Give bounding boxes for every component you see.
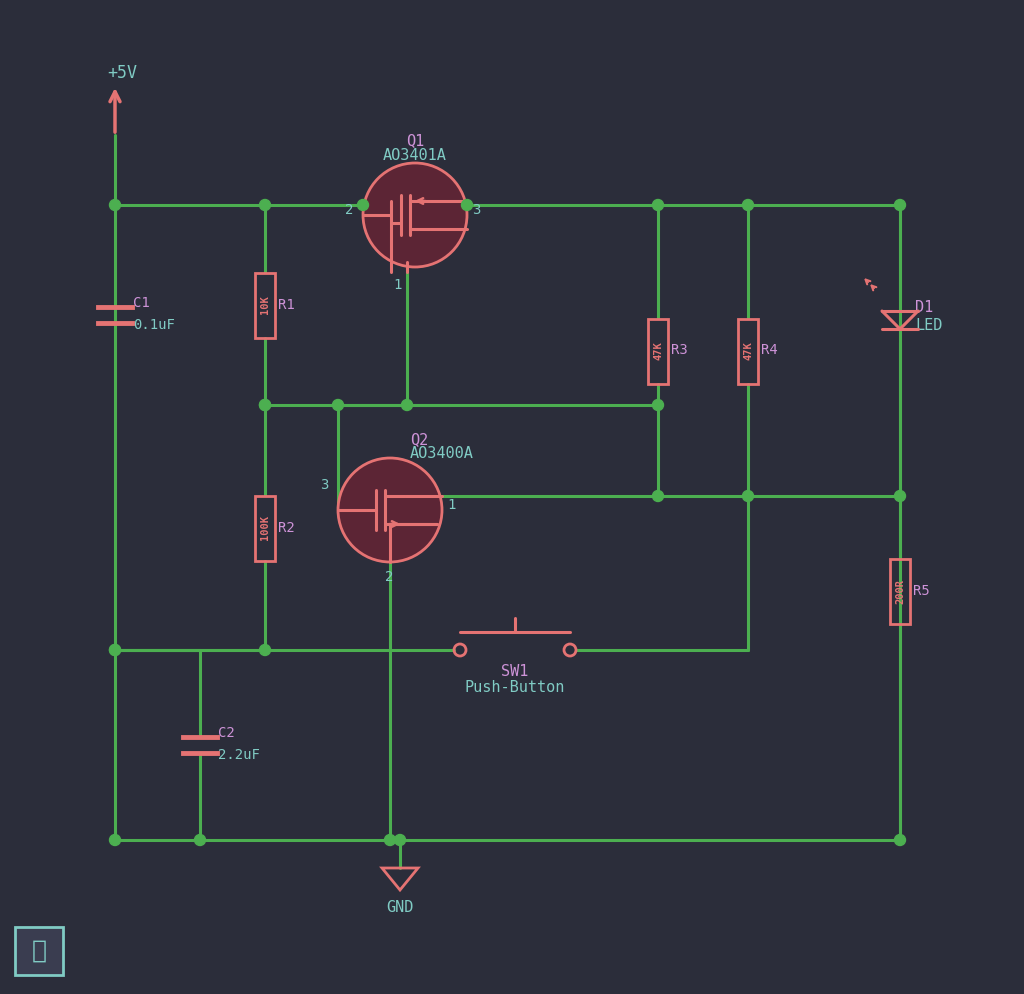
Circle shape xyxy=(652,400,664,411)
Circle shape xyxy=(259,644,270,655)
Text: R1: R1 xyxy=(278,298,295,312)
Text: AO3400A: AO3400A xyxy=(410,446,474,461)
Text: C2: C2 xyxy=(218,726,234,740)
Text: Ⓒ: Ⓒ xyxy=(32,939,46,963)
Text: 3: 3 xyxy=(319,478,329,492)
Text: 47K: 47K xyxy=(653,341,663,360)
Text: 3: 3 xyxy=(472,203,480,217)
Circle shape xyxy=(895,835,905,846)
Circle shape xyxy=(652,490,664,502)
Circle shape xyxy=(384,835,395,846)
Text: R5: R5 xyxy=(913,584,930,598)
Bar xyxy=(648,318,668,384)
Text: 47K: 47K xyxy=(743,341,753,360)
Circle shape xyxy=(742,490,754,502)
Bar xyxy=(890,559,910,624)
Text: +5V: +5V xyxy=(106,64,137,82)
Circle shape xyxy=(110,644,121,655)
Text: Push-Button: Push-Button xyxy=(465,681,565,696)
Text: C1: C1 xyxy=(133,296,150,310)
Text: R4: R4 xyxy=(761,344,778,358)
Bar xyxy=(738,318,758,384)
Text: 10K: 10K xyxy=(260,295,270,314)
Text: 1: 1 xyxy=(447,498,456,512)
Circle shape xyxy=(333,400,343,411)
Circle shape xyxy=(259,400,270,411)
Circle shape xyxy=(401,400,413,411)
Circle shape xyxy=(394,835,406,846)
Text: SW1: SW1 xyxy=(502,665,528,680)
Circle shape xyxy=(195,835,206,846)
Text: 100K: 100K xyxy=(260,515,270,540)
Circle shape xyxy=(357,200,369,211)
Text: 2.2uF: 2.2uF xyxy=(218,748,260,762)
Text: Q2: Q2 xyxy=(410,432,428,447)
Text: 200R: 200R xyxy=(895,579,905,603)
Text: AO3401A: AO3401A xyxy=(383,147,446,162)
Text: LED: LED xyxy=(915,318,942,334)
Text: 2: 2 xyxy=(345,203,353,217)
Circle shape xyxy=(362,163,467,267)
Circle shape xyxy=(110,644,121,655)
Circle shape xyxy=(652,200,664,211)
Text: 0.1uF: 0.1uF xyxy=(133,318,175,332)
Circle shape xyxy=(110,200,121,211)
Circle shape xyxy=(259,400,270,411)
Circle shape xyxy=(110,835,121,846)
Text: D1: D1 xyxy=(915,300,933,315)
Text: GND: GND xyxy=(386,901,414,915)
Text: 1: 1 xyxy=(393,278,401,292)
Circle shape xyxy=(259,200,270,211)
Circle shape xyxy=(895,490,905,502)
FancyBboxPatch shape xyxy=(15,927,63,975)
Circle shape xyxy=(895,200,905,211)
Text: R2: R2 xyxy=(278,521,295,535)
Bar xyxy=(255,495,275,561)
Text: 2: 2 xyxy=(385,570,393,584)
Bar xyxy=(255,273,275,338)
Circle shape xyxy=(338,458,442,562)
Circle shape xyxy=(462,200,472,211)
Text: Q1: Q1 xyxy=(406,133,424,148)
Circle shape xyxy=(742,200,754,211)
Text: R3: R3 xyxy=(671,344,688,358)
